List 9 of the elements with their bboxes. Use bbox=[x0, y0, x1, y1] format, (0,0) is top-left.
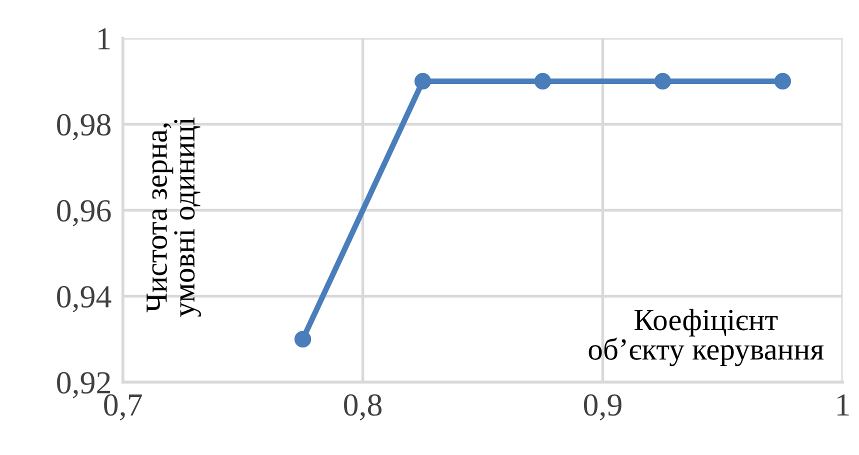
x-tick-label: 0,9 bbox=[584, 394, 622, 420]
y-tick-label: 1 bbox=[98, 28, 110, 50]
y-tick-label: 0,94 bbox=[57, 286, 112, 312]
x-axis-title: Коефіцієнт об’єкту керування bbox=[588, 308, 824, 366]
y-axis-title: Чистота зерна, умовні одиниці bbox=[146, 118, 201, 317]
x-tick-label: 1 bbox=[838, 394, 849, 416]
y-tick-label: 0,96 bbox=[57, 200, 111, 226]
x-tick-label: 0,8 bbox=[344, 394, 382, 420]
y-tick-label: 0,98 bbox=[57, 114, 111, 140]
